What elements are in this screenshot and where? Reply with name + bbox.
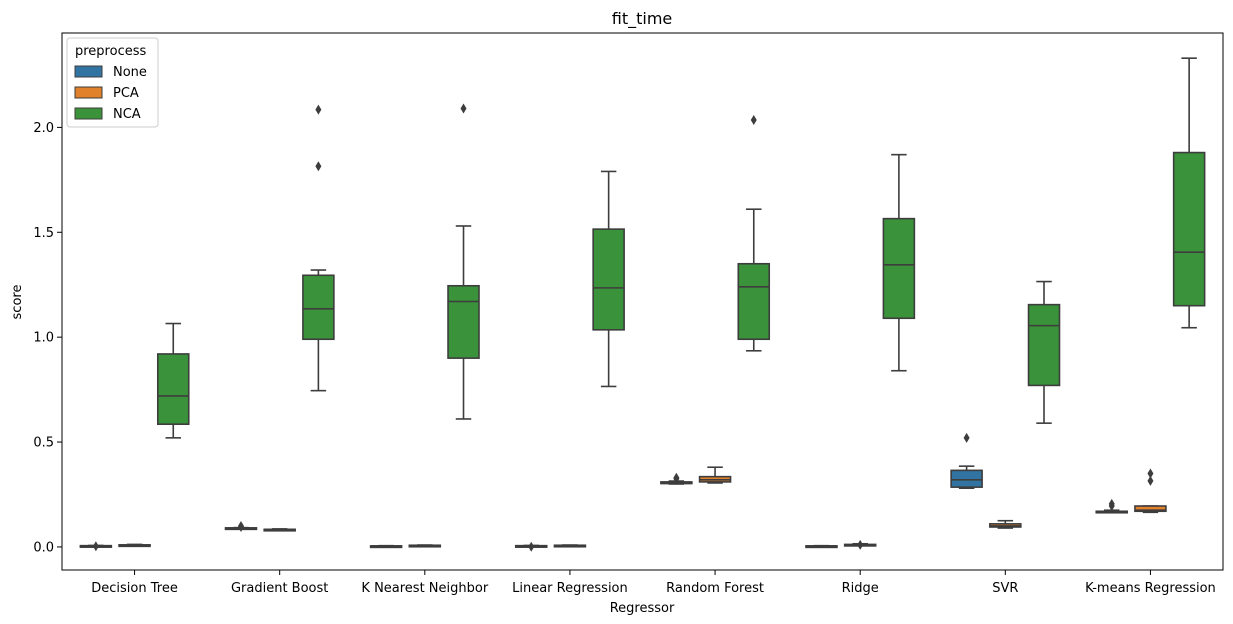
x-tick-label: SVR xyxy=(992,581,1018,596)
y-tick-label: 0.5 xyxy=(33,436,54,451)
box-pca-0 xyxy=(118,543,151,548)
box-pca-2 xyxy=(408,544,442,548)
y-axis: 0.0 0.5 1.0 1.5 2.0 xyxy=(33,121,62,555)
box-none-2 xyxy=(369,544,403,549)
outlier-point xyxy=(1108,501,1115,512)
box-body xyxy=(1134,505,1167,513)
x-tick-label: Decision Tree xyxy=(91,581,178,596)
box-body xyxy=(302,274,335,341)
box-none-1 xyxy=(224,520,258,532)
box-nca-2 xyxy=(447,103,480,420)
outlier-point xyxy=(857,539,864,550)
legend-frame xyxy=(66,37,159,128)
outlier-point xyxy=(528,541,535,552)
x-tick-label: Linear Regression xyxy=(512,581,628,596)
box-body xyxy=(737,262,771,341)
legend-swatch-none xyxy=(74,65,103,78)
legend-swatch-nca xyxy=(74,107,103,120)
box-body xyxy=(1172,151,1206,307)
legend-title: preprocess xyxy=(75,44,146,59)
x-tick-label: K-means Regression xyxy=(1085,581,1216,596)
box-body xyxy=(447,284,480,359)
x-axis: Decision Tree Gradient Boost K Nearest Nei… xyxy=(91,570,1216,596)
box-body xyxy=(882,217,916,320)
box-nca-0 xyxy=(156,322,190,439)
outlier-point xyxy=(460,103,467,114)
x-tick-label: Random Forest xyxy=(666,581,764,596)
box-none-5 xyxy=(805,544,838,549)
box-none-3 xyxy=(514,541,548,552)
y-axis-label: score xyxy=(10,285,25,320)
box-pca-6 xyxy=(989,519,1022,529)
box-body xyxy=(156,353,190,426)
x-tick-label: Ridge xyxy=(842,581,879,596)
x-axis-label: Regressor xyxy=(610,601,675,616)
box-nca-5 xyxy=(882,153,916,372)
box-pca-4 xyxy=(698,466,732,484)
box-pca-1 xyxy=(263,528,296,532)
box-pca-5 xyxy=(843,539,877,550)
box-none-4 xyxy=(660,472,693,485)
box-pca-7 xyxy=(1134,468,1167,514)
y-tick-label: 1.5 xyxy=(33,226,54,241)
outlier-point xyxy=(1147,475,1154,486)
legend-label-nca: NCA xyxy=(113,107,141,122)
box-body xyxy=(950,469,983,488)
box-body xyxy=(592,228,625,331)
box-body xyxy=(1027,303,1061,387)
box-none-7 xyxy=(1095,498,1129,514)
outlier-point xyxy=(1147,468,1154,479)
legend-swatch-pca xyxy=(74,86,103,99)
outlier-point xyxy=(750,115,757,126)
box-nca-6 xyxy=(1027,280,1061,424)
legend-label-none: None xyxy=(113,65,147,80)
plot-frame xyxy=(61,32,1224,571)
box-nca-4 xyxy=(737,115,771,352)
x-tick-label: K Nearest Neighbor xyxy=(361,581,488,596)
y-tick-label: 2.0 xyxy=(33,121,54,136)
outlier-point xyxy=(92,541,99,552)
chart-title: fit_time xyxy=(612,9,673,29)
outlier-point xyxy=(963,432,970,443)
box-none-6 xyxy=(950,432,983,489)
y-tick-label: 0.0 xyxy=(33,540,54,555)
outlier-point xyxy=(315,161,322,172)
box-none-0 xyxy=(79,541,113,552)
box-nca-3 xyxy=(592,170,625,388)
x-tick-label: Gradient Boost xyxy=(231,581,328,596)
legend-label-pca: PCA xyxy=(113,86,139,101)
outlier-point xyxy=(237,521,244,532)
legend: preprocess None PCA NCA xyxy=(66,37,159,128)
box-nca-1 xyxy=(302,104,335,392)
y-tick-label: 1.0 xyxy=(33,331,54,346)
plot-area xyxy=(79,57,1206,552)
outlier-point xyxy=(315,104,322,115)
outlier-point xyxy=(673,473,680,484)
box-pca-3 xyxy=(553,544,587,548)
box-nca-7 xyxy=(1172,57,1206,329)
